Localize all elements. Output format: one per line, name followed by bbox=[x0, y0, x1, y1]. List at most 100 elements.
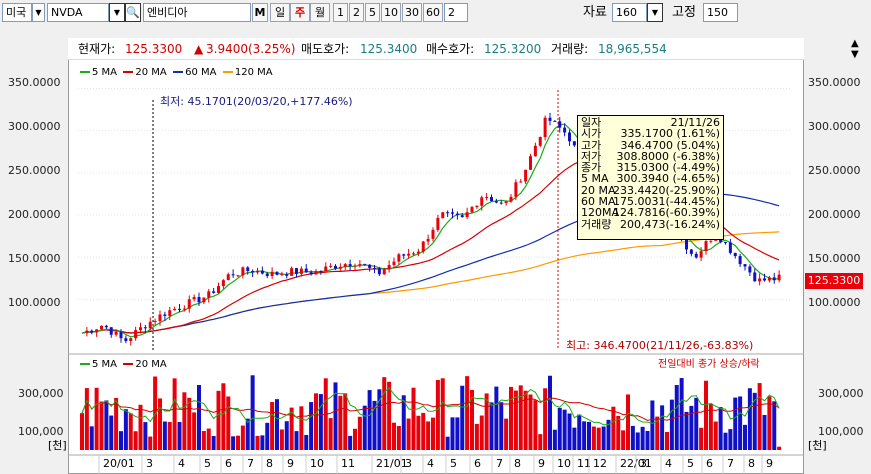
scroll-arrows-icon[interactable]: ▲ ▼ bbox=[851, 38, 859, 60]
candle-body bbox=[168, 310, 172, 316]
bid-value: 125.3200 bbox=[484, 42, 542, 56]
period-30-button[interactable]: 30 bbox=[402, 3, 422, 22]
tooltip-row: 5 MA 300.3940 (-4.65%) bbox=[581, 173, 720, 185]
vol-unit-right: [천] bbox=[808, 439, 827, 452]
volume-bar bbox=[504, 418, 509, 450]
volume-bar bbox=[304, 434, 309, 450]
volume-bar bbox=[123, 409, 128, 450]
volume-bar bbox=[743, 424, 747, 450]
y-label-left: 250.0000 bbox=[8, 164, 61, 177]
candle-body bbox=[407, 253, 411, 256]
y-label-right: 100.0000 bbox=[808, 296, 861, 309]
volume-bar bbox=[718, 407, 723, 450]
period-10-button[interactable]: 10 bbox=[381, 3, 401, 22]
tooltip-value: 308.8000 (-6.38%) bbox=[616, 149, 720, 163]
volume-bar bbox=[143, 422, 148, 450]
y-label-left: 150.0000 bbox=[8, 252, 61, 265]
candle-body bbox=[694, 253, 698, 258]
symbol-input[interactable]: NVDA bbox=[47, 3, 109, 22]
data-count-input[interactable]: 160 bbox=[612, 3, 647, 22]
x-axis-label: 5 bbox=[450, 457, 457, 470]
y-label-right: 150.0000 bbox=[808, 252, 861, 265]
volume-bar bbox=[616, 415, 621, 450]
fixed-input[interactable]: 150 bbox=[703, 3, 738, 22]
volume-bar bbox=[440, 378, 445, 450]
x-axis-label: 9 bbox=[287, 457, 294, 470]
volume-bar bbox=[523, 390, 528, 450]
candle-body bbox=[533, 145, 537, 157]
volume-bar bbox=[133, 431, 138, 450]
candle-body bbox=[124, 338, 128, 342]
x-axis-label: 8 bbox=[514, 457, 521, 470]
market-dropdown-icon[interactable]: ▼ bbox=[32, 3, 45, 22]
candle-body bbox=[226, 274, 230, 281]
volume-bar bbox=[231, 436, 236, 450]
tooltip-value: 200,473(-16.24%) bbox=[620, 217, 720, 231]
volume-bar bbox=[669, 399, 674, 450]
volume-bar bbox=[187, 397, 192, 450]
x-axis-label: 12 bbox=[593, 457, 607, 470]
candle-body bbox=[490, 197, 493, 202]
x-axis-label: 21/01 bbox=[376, 457, 408, 470]
volume-bar bbox=[757, 383, 762, 450]
candle-body bbox=[704, 241, 708, 252]
volume-bar bbox=[421, 412, 426, 450]
tooltip-row: 일자 21/11/26 bbox=[581, 117, 720, 129]
candle-body bbox=[197, 297, 201, 303]
price-value: 125.3300 bbox=[125, 42, 183, 56]
candle-body bbox=[109, 327, 113, 335]
period-day-button[interactable]: 일 bbox=[270, 3, 290, 22]
tooltip-value: 346.4700 (5.04%) bbox=[620, 138, 720, 152]
volume-bar bbox=[309, 402, 314, 450]
candle-body bbox=[221, 280, 225, 287]
candle-body bbox=[753, 272, 757, 282]
data-count-label: 자료 bbox=[583, 5, 607, 20]
candle-body bbox=[436, 217, 440, 230]
period-month-button[interactable]: 월 bbox=[310, 3, 330, 22]
candle-body bbox=[772, 277, 776, 281]
candle-body bbox=[382, 269, 386, 275]
volume-bar bbox=[455, 417, 460, 450]
market-select[interactable]: 미국 bbox=[2, 3, 32, 22]
volume-bar bbox=[314, 393, 318, 450]
candle-body bbox=[724, 241, 727, 243]
volume-bar bbox=[226, 396, 231, 450]
candle-body bbox=[685, 239, 688, 250]
candle-body bbox=[402, 254, 406, 256]
tooltip-key: 종가 bbox=[581, 161, 602, 175]
candle-body bbox=[767, 277, 771, 281]
x-axis-label: 5 bbox=[204, 457, 211, 470]
data-count-dropdown-icon[interactable]: ▼ bbox=[647, 3, 663, 22]
period-1-button[interactable]: 1 bbox=[333, 3, 348, 22]
volume-bar bbox=[197, 384, 201, 450]
price-label: 현재가: bbox=[78, 42, 116, 56]
volume-bar bbox=[679, 378, 684, 450]
volume-bar bbox=[89, 426, 94, 450]
period-60-button[interactable]: 60 bbox=[423, 3, 443, 22]
volume-bar bbox=[611, 406, 616, 450]
candle-body bbox=[689, 249, 693, 254]
volume-bar bbox=[109, 415, 114, 450]
y-label-left: 200.0000 bbox=[8, 208, 61, 221]
candle-body bbox=[329, 265, 333, 267]
tooltip-row: 거래량 200,473(-16.24%) bbox=[581, 217, 720, 231]
volume-bar bbox=[240, 425, 245, 450]
candle-body bbox=[368, 264, 372, 268]
y-label-left: 350.0000 bbox=[8, 76, 61, 89]
symbol-dropdown-icon[interactable]: ▼ bbox=[109, 3, 125, 22]
period-week-button[interactable]: 주 bbox=[290, 3, 310, 22]
volume-bar bbox=[80, 413, 84, 450]
period-5-button[interactable]: 5 bbox=[365, 3, 380, 22]
volume-bar bbox=[533, 400, 538, 450]
period-input[interactable]: 2 bbox=[444, 3, 468, 22]
period-2-button[interactable]: 2 bbox=[349, 3, 364, 22]
candle-body bbox=[514, 182, 518, 197]
volume-bar bbox=[489, 402, 494, 450]
volume-bar bbox=[236, 435, 240, 450]
search-icon[interactable]: 🔍 bbox=[125, 3, 141, 22]
volume-bar bbox=[450, 417, 455, 450]
left-margin bbox=[0, 26, 68, 474]
memo-button[interactable]: M bbox=[252, 3, 268, 22]
vol-ma20-line bbox=[81, 397, 780, 422]
